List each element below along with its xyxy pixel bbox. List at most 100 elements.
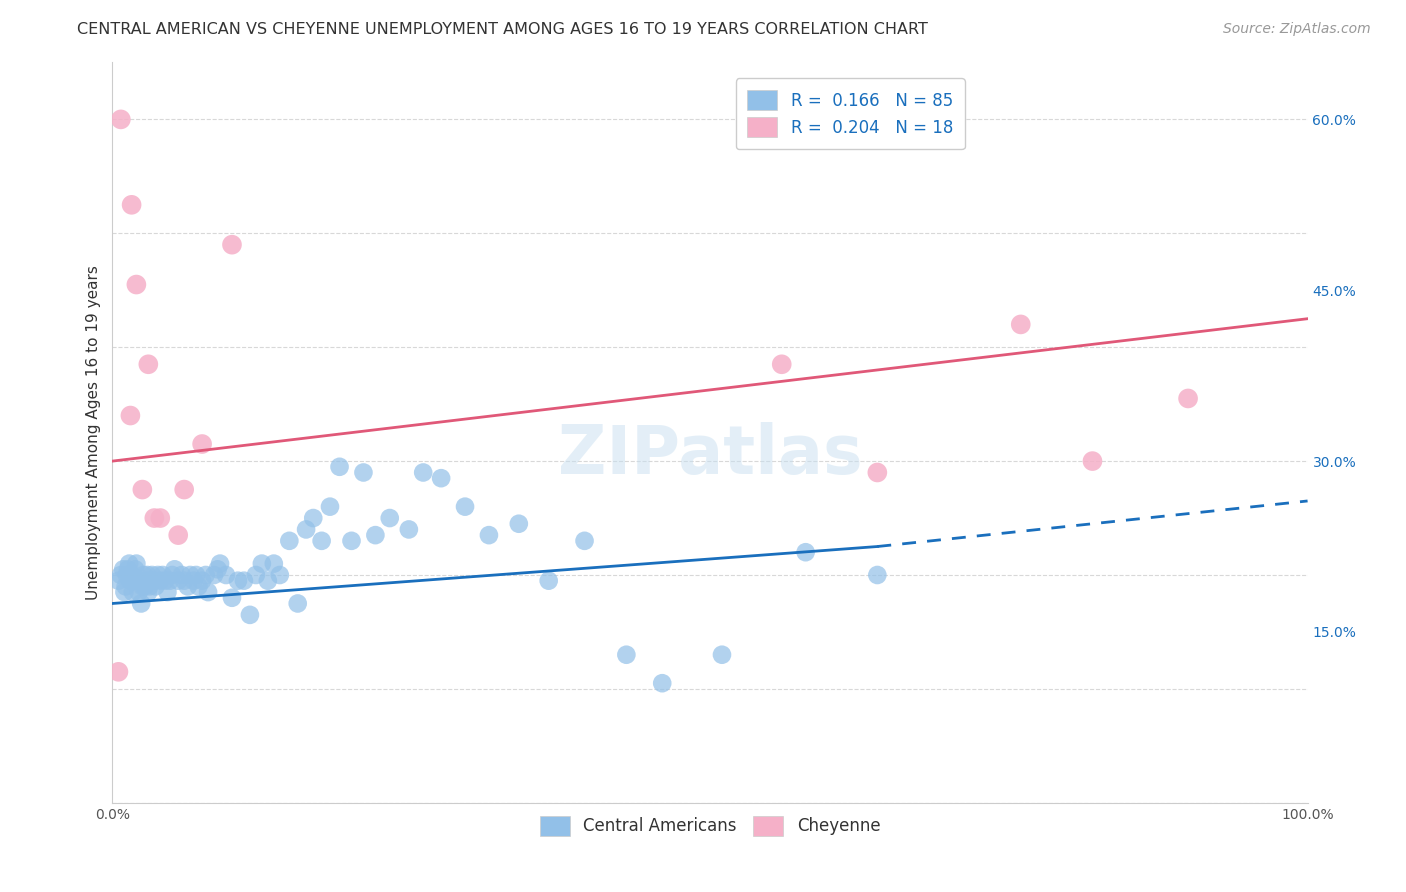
Point (311, 533, 333, 548)
Point (239, 607, 262, 622)
Point (794, 545, 817, 559)
Point (114, 585, 135, 599)
Point (398, 523, 420, 537)
Point (170, 568, 193, 582)
Point (143, 574, 166, 588)
Point (131, 483, 153, 497)
Point (1081, 454, 1104, 468)
Point (770, 357, 793, 371)
Point (153, 574, 176, 588)
Point (508, 516, 530, 531)
Point (191, 437, 214, 451)
Point (124, 562, 146, 576)
Point (112, 562, 135, 576)
Point (187, 579, 209, 593)
Point (121, 585, 143, 599)
Point (138, 357, 160, 371)
Point (121, 198, 143, 212)
Point (129, 597, 152, 611)
Point (141, 568, 163, 582)
Point (215, 568, 238, 582)
Point (711, 648, 734, 662)
Point (163, 562, 186, 576)
Point (129, 574, 152, 588)
Point (115, 568, 138, 582)
Point (319, 500, 342, 514)
Point (269, 568, 291, 582)
Point (202, 568, 225, 582)
Point (378, 511, 401, 525)
Point (616, 648, 638, 662)
Point (177, 579, 200, 593)
Point (329, 459, 352, 474)
Point (110, 112, 132, 127)
Point (117, 562, 139, 576)
Point (866, 568, 889, 582)
Point (121, 568, 143, 582)
Point (107, 574, 129, 588)
Point (125, 557, 148, 571)
Point (221, 591, 243, 605)
Point (135, 574, 157, 588)
Point (183, 574, 205, 588)
Point (132, 568, 155, 582)
Point (250, 557, 273, 571)
Point (430, 471, 453, 485)
Point (128, 585, 150, 599)
Point (866, 466, 889, 480)
Point (138, 579, 160, 593)
Point (651, 676, 673, 690)
Y-axis label: Unemployment Among Ages 16 to 19 years: Unemployment Among Ages 16 to 19 years (86, 265, 101, 600)
Point (179, 568, 201, 582)
Text: CENTRAL AMERICAN VS CHEYENNE UNEMPLOYMENT AMONG AGES 16 TO 19 YEARS CORRELATION : CENTRAL AMERICAN VS CHEYENNE UNEMPLOYMEN… (77, 22, 928, 37)
Point (134, 579, 156, 593)
Text: Source: ZipAtlas.com: Source: ZipAtlas.com (1223, 22, 1371, 37)
Point (454, 500, 477, 514)
Legend: Central Americans, Cheyenne: Central Americans, Cheyenne (533, 809, 887, 843)
Point (120, 574, 142, 588)
Point (167, 528, 190, 542)
Point (263, 557, 285, 571)
Point (186, 568, 208, 582)
Point (156, 585, 179, 599)
Point (478, 528, 501, 542)
Point (221, 237, 243, 252)
Point (120, 409, 142, 423)
Point (173, 574, 195, 588)
Point (162, 568, 183, 582)
Point (194, 568, 217, 582)
Point (118, 557, 141, 571)
Point (1010, 318, 1032, 332)
Point (146, 568, 169, 582)
Point (145, 579, 167, 593)
Point (110, 568, 132, 582)
Point (209, 557, 232, 571)
Point (131, 579, 153, 593)
Point (412, 466, 434, 480)
Point (537, 574, 560, 588)
Point (302, 511, 325, 525)
Point (197, 585, 219, 599)
Point (173, 483, 195, 497)
Point (191, 574, 214, 588)
Point (152, 568, 174, 582)
Point (245, 568, 267, 582)
Point (257, 574, 280, 588)
Point (287, 597, 309, 611)
Point (352, 466, 374, 480)
Point (159, 574, 181, 588)
Point (226, 574, 249, 588)
Point (107, 665, 129, 679)
Point (278, 533, 301, 548)
Point (233, 574, 256, 588)
Point (143, 511, 166, 525)
Point (139, 574, 162, 588)
Point (149, 511, 172, 525)
Point (136, 568, 159, 582)
Point (340, 533, 363, 548)
Point (138, 585, 160, 599)
Point (127, 574, 149, 588)
Point (1177, 392, 1199, 406)
Text: ZIPatlas: ZIPatlas (558, 422, 862, 488)
Point (114, 579, 136, 593)
